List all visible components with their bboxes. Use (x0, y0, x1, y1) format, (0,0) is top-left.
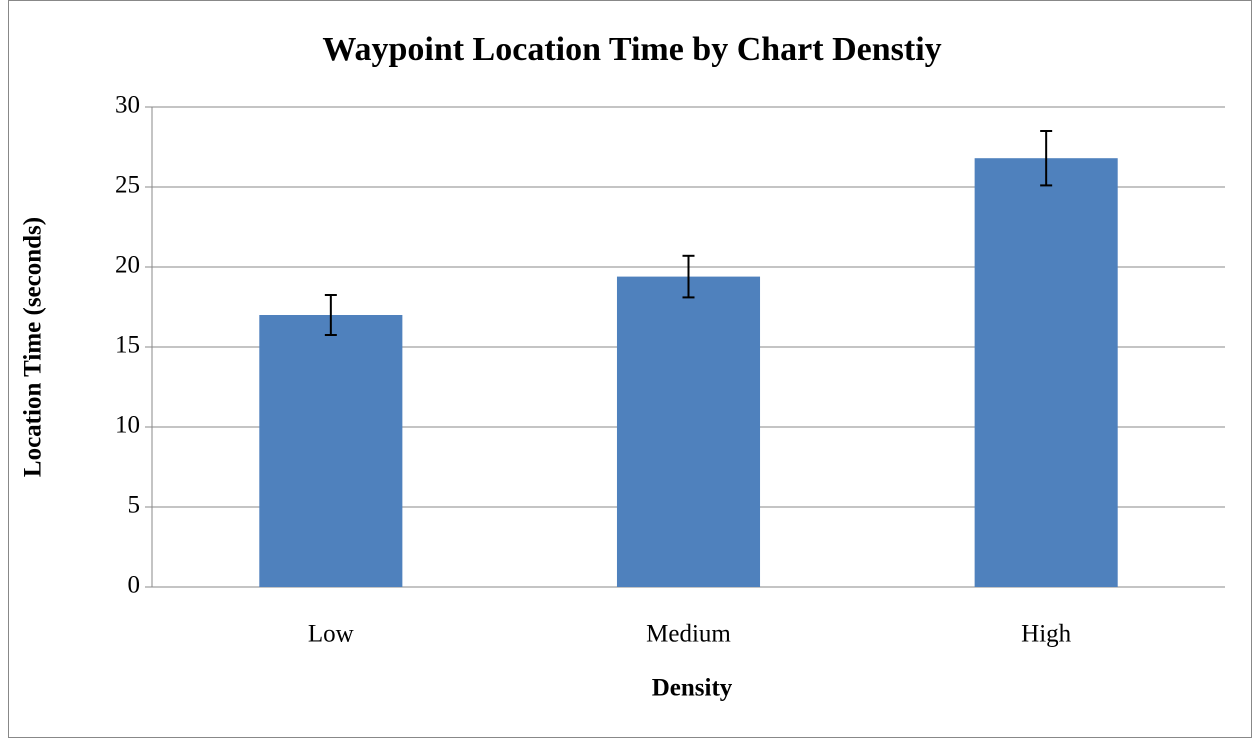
y-tick-label: 10 (115, 412, 140, 439)
y-axis-label: Location Time (seconds) (20, 217, 47, 477)
y-tick-label: 25 (115, 172, 140, 199)
chart-title: Waypoint Location Time by Chart Denstiy (322, 31, 941, 68)
x-tick-label: Low (308, 621, 354, 648)
x-tick-label: Medium (646, 621, 731, 648)
y-tick-label: 5 (128, 492, 141, 519)
x-tick-label: High (1021, 621, 1072, 648)
chart-frame (8, 0, 1252, 738)
bar (616, 276, 761, 587)
y-tick-label: 20 (115, 252, 140, 279)
y-tick-label: 15 (115, 332, 140, 359)
x-axis-label: Density (652, 675, 733, 702)
bar (259, 315, 403, 587)
y-tick-label: 0 (128, 572, 141, 599)
bar (974, 158, 1118, 587)
y-tick-label: 30 (115, 92, 140, 119)
